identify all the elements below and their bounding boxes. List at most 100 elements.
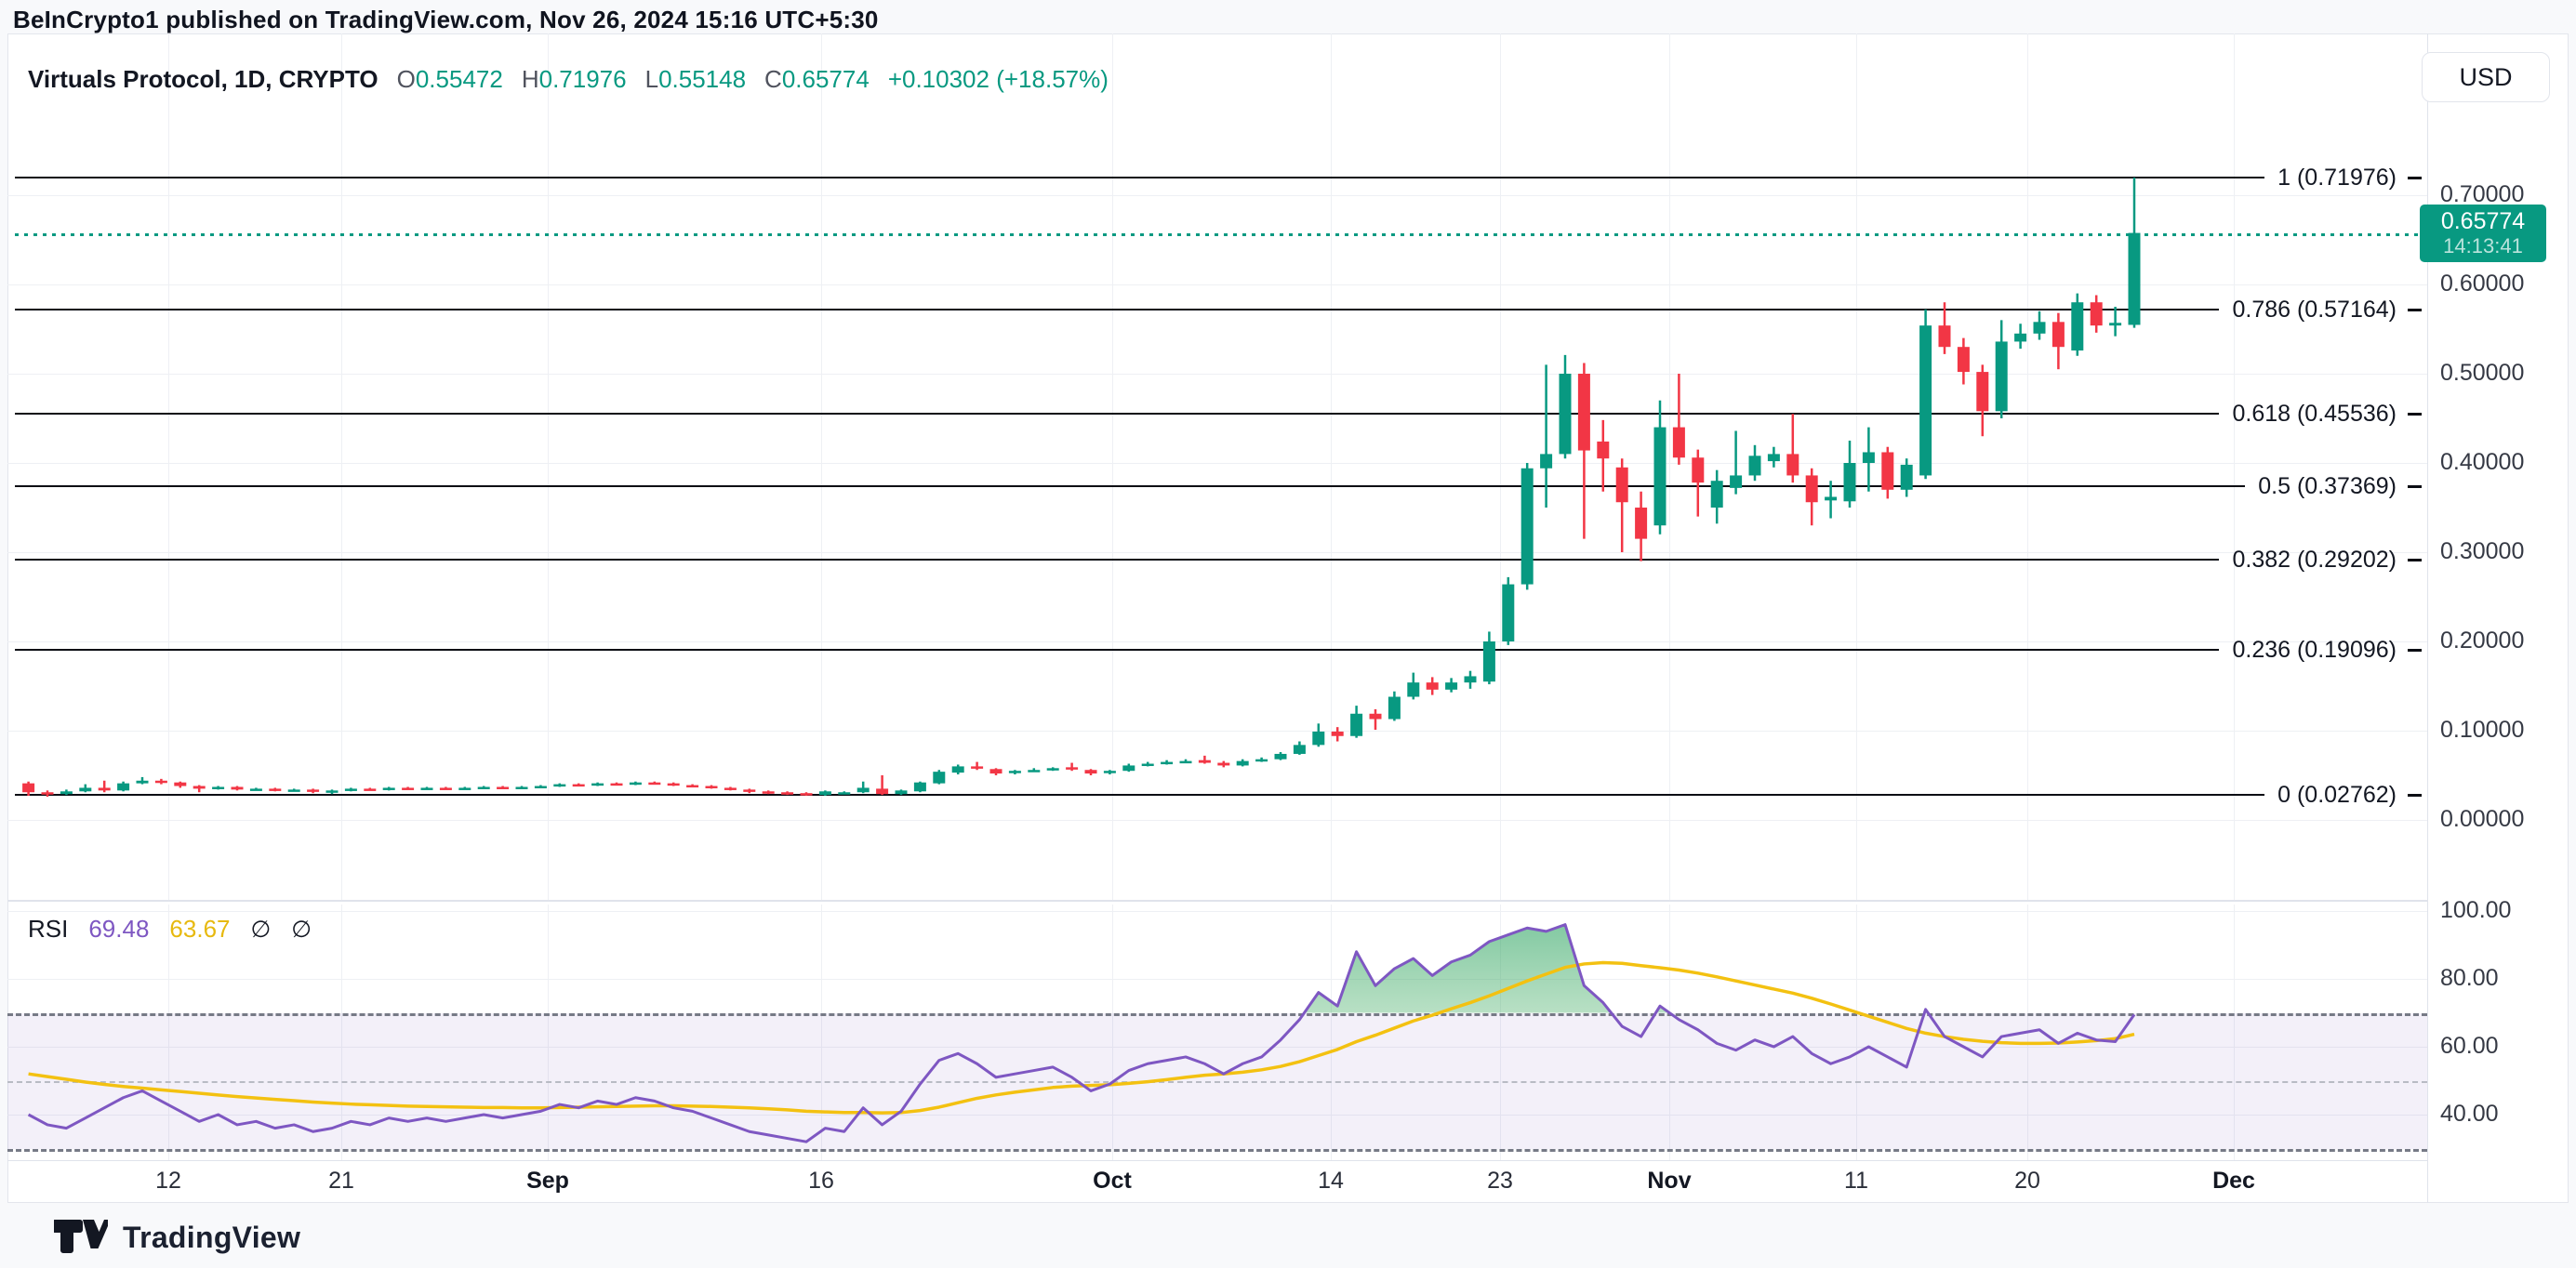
fib-level-tick	[2408, 648, 2422, 652]
candle-body	[1767, 454, 1780, 462]
last-price-value: 0.65774	[2440, 208, 2526, 235]
candle-body	[838, 792, 851, 795]
candle-body	[705, 786, 718, 789]
fib-level-row[interactable]: 0.5 (0.37369)	[15, 472, 2422, 500]
price-axis-label[interactable]: 0.00000	[2440, 806, 2525, 832]
fib-level-row[interactable]: 0.618 (0.45536)	[15, 400, 2422, 428]
candle-body	[420, 787, 433, 790]
time-axis-label[interactable]: 14	[1318, 1168, 1344, 1194]
price-axis-label[interactable]: 0.60000	[2440, 271, 2525, 297]
candle-body	[1881, 452, 1894, 490]
horizontal-gridline	[7, 1047, 2427, 1048]
candle-body	[1748, 456, 1761, 476]
candle-body	[1255, 759, 1268, 762]
horizontal-gridline	[7, 641, 2427, 642]
candle-body	[1046, 768, 1059, 771]
candle-body	[534, 786, 547, 789]
candle-body	[895, 790, 908, 795]
candle-body	[1995, 341, 2008, 412]
candle-body	[2014, 333, 2027, 342]
candle-body	[1502, 584, 1515, 641]
high-value: H0.71976	[521, 65, 627, 93]
time-axis-label[interactable]: Sep	[526, 1168, 569, 1194]
rsi-chart-canvas[interactable]	[7, 905, 2427, 1160]
candle-body	[971, 766, 984, 769]
candle-body	[382, 787, 395, 790]
candle-body	[174, 782, 187, 786]
candle-body	[1976, 372, 1989, 412]
fib-level-line	[15, 485, 2246, 487]
fib-level-row[interactable]: 0.786 (0.57164)	[15, 296, 2422, 324]
candle-body	[1293, 745, 1306, 754]
candle-body	[1520, 468, 1534, 585]
vertical-gridline	[1669, 905, 1670, 1160]
candle-body	[1331, 731, 1344, 736]
candle-body	[1957, 347, 1970, 373]
rsi-axis-label[interactable]: 100.00	[2440, 897, 2512, 923]
fib-level-row[interactable]: 0.236 (0.19096)	[15, 636, 2422, 664]
candle-body	[1900, 464, 1913, 490]
rsi-axis-label[interactable]: 80.00	[2440, 965, 2499, 991]
candle-body	[22, 783, 35, 793]
price-axis-label[interactable]: 0.30000	[2440, 538, 2525, 564]
price-axis-label[interactable]: 0.20000	[2440, 627, 2525, 654]
candle-body	[572, 784, 585, 787]
horizontal-gridline	[7, 1115, 2427, 1116]
time-axis-label[interactable]: 11	[1844, 1168, 1868, 1194]
pane-divider[interactable]	[7, 900, 2427, 902]
time-axis-label[interactable]: 21	[328, 1168, 354, 1194]
time-axis-label[interactable]: Oct	[1093, 1168, 1132, 1194]
horizontal-gridline	[7, 979, 2427, 980]
price-chart-canvas[interactable]	[7, 33, 2427, 900]
fib-level-tick	[2408, 176, 2422, 179]
price-axis-label[interactable]: 0.50000	[2440, 360, 2525, 386]
candle-body	[1122, 765, 1135, 772]
time-axis-label[interactable]: Dec	[2212, 1168, 2255, 1194]
rsi-value: 69.48	[88, 915, 150, 943]
empty-set-icon[interactable]: ∅	[250, 916, 272, 943]
candle-body	[269, 788, 282, 791]
vertical-gridline	[548, 33, 549, 900]
candle-body	[249, 788, 262, 791]
time-axis-label[interactable]: 20	[2014, 1168, 2040, 1194]
vertical-gridline	[168, 33, 169, 900]
fib-level-row[interactable]: 1 (0.71976)	[15, 164, 2422, 192]
horizontal-gridline	[7, 195, 2427, 196]
symbol-title: Virtuals Protocol, 1D, CRYPTO	[28, 65, 378, 93]
horizontal-gridline	[7, 374, 2427, 375]
rsi-axis-label[interactable]: 60.00	[2440, 1033, 2499, 1059]
time-axis-label[interactable]: 12	[155, 1168, 181, 1194]
candle-body	[686, 785, 699, 788]
price-axis-label[interactable]: 0.70000	[2440, 181, 2525, 207]
time-axis-label[interactable]: 23	[1487, 1168, 1513, 1194]
currency-toggle-button[interactable]: USD	[2422, 52, 2550, 102]
rsi-ma-line	[28, 960, 2135, 1115]
rsi-ma-value: 63.67	[169, 915, 231, 943]
candle-body	[1198, 759, 1211, 763]
price-axis-label[interactable]: 0.10000	[2440, 717, 2525, 743]
vertical-gridline	[341, 905, 342, 1160]
fib-level-label: 0.382 (0.29202)	[2232, 546, 2397, 573]
candle-body	[933, 772, 946, 784]
fib-level-tick	[2408, 308, 2422, 311]
vertical-gridline	[2027, 33, 2028, 900]
published-attribution-text: BeInCrypto1 published on TradingView.com…	[13, 6, 879, 33]
fib-level-tick	[2408, 412, 2422, 416]
fib-level-label: 0.236 (0.19096)	[2232, 636, 2397, 663]
time-axis-label[interactable]: Nov	[1647, 1168, 1692, 1194]
horizontal-gridline	[7, 731, 2427, 732]
fib-level-row[interactable]: 0.382 (0.29202)	[15, 546, 2422, 574]
candle-body	[2128, 232, 2141, 325]
candle-body	[1161, 761, 1174, 765]
candle-body	[307, 789, 320, 792]
rsi-axis-label[interactable]: 40.00	[2440, 1101, 2499, 1127]
candle-body	[591, 783, 604, 786]
empty-set-icon[interactable]: ∅	[291, 916, 312, 943]
candle-body	[1559, 374, 1572, 455]
fib-level-label: 1 (0.71976)	[2277, 164, 2397, 191]
tradingview-branding[interactable]: TradingView	[54, 1218, 300, 1257]
time-axis-label[interactable]: 16	[808, 1168, 834, 1194]
price-axis-label[interactable]: 0.40000	[2440, 449, 2525, 475]
fib-level-row[interactable]: 0 (0.02762)	[15, 781, 2422, 809]
rsi-middle-guide-line	[7, 1081, 2427, 1083]
